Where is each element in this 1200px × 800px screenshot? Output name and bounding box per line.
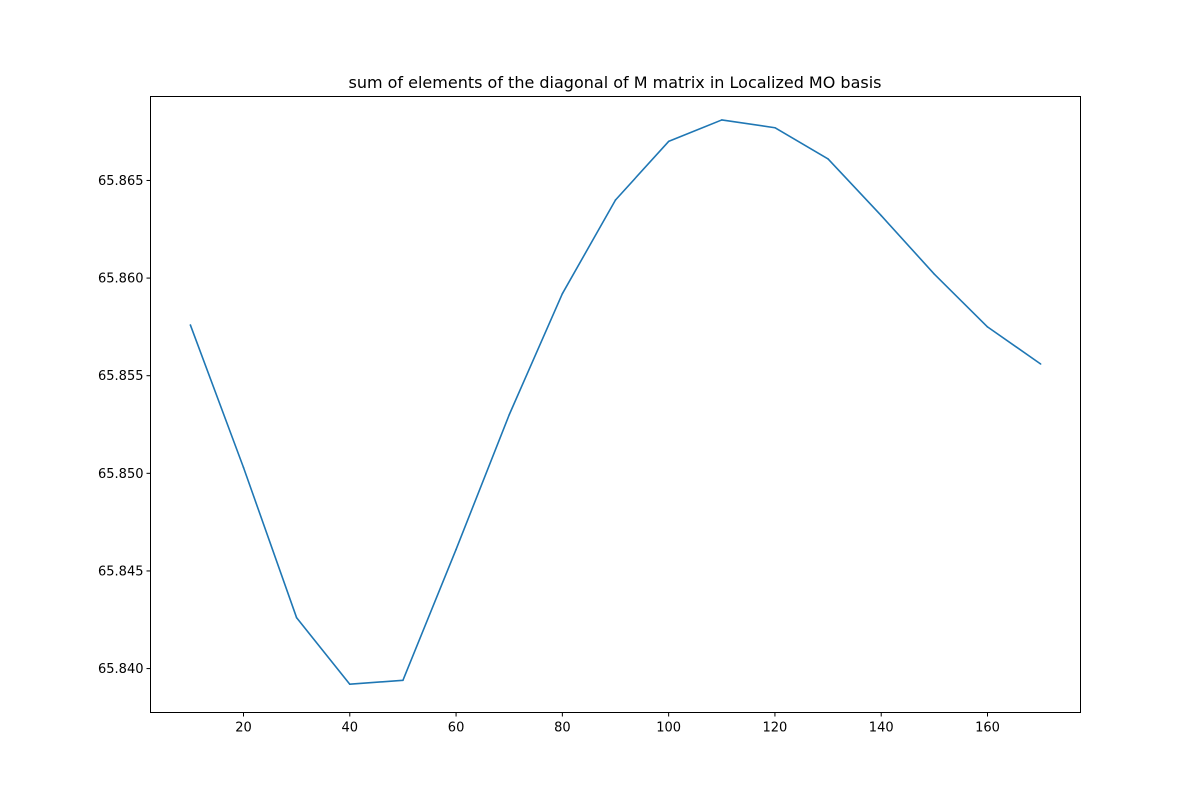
data-point-8: [614, 199, 617, 201]
chart-title: sum of elements of the diagonal of M mat…: [348, 73, 881, 92]
y-tick-label-0: 65.840: [98, 662, 144, 677]
x-tick-label-7: 160: [975, 721, 1000, 736]
y-tick-label-4: 65.860: [98, 272, 144, 287]
data-point-2: [295, 617, 298, 619]
data-point-9: [667, 140, 670, 143]
y-tick-label-5: 65.865: [98, 174, 144, 189]
data-point-15: [986, 326, 989, 328]
data-point-5: [455, 548, 457, 551]
plot-area: [189, 119, 1042, 685]
x-tick-label-3: 80: [554, 721, 571, 736]
data-point-3: [348, 683, 351, 685]
data-point-1: [242, 466, 245, 469]
axes-frame: [150, 96, 1081, 713]
x-tick-label-0: 20: [235, 721, 252, 736]
data-point-12: [827, 158, 829, 160]
x-tick-label-6: 140: [869, 721, 894, 736]
x-tick-label-1: 40: [342, 721, 359, 736]
data-point-14: [933, 273, 936, 275]
data-point-7: [561, 292, 564, 295]
y-tick-label-1: 65.845: [98, 564, 144, 579]
x-tick-label-2: 60: [448, 721, 465, 736]
data-point-10: [720, 119, 723, 121]
data-point-11: [774, 126, 776, 129]
data-point-16: [1039, 363, 1042, 365]
y-tick-label-2: 65.850: [98, 467, 144, 482]
x-tick-label-4: 100: [656, 721, 681, 736]
y-axis: 65.840 65.845 65.850 65.855 65.860 65.865: [98, 174, 151, 677]
data-point-4: [402, 679, 404, 682]
x-tick-label-5: 120: [763, 721, 788, 736]
data-point-6: [508, 413, 511, 416]
series-line-0: [189, 119, 1042, 685]
data-point-0: [189, 324, 192, 326]
y-tick-label-3: 65.855: [98, 369, 144, 384]
data-point-13: [880, 214, 883, 217]
x-axis: 20 40 60 80 100 120 140 160: [235, 712, 1000, 736]
